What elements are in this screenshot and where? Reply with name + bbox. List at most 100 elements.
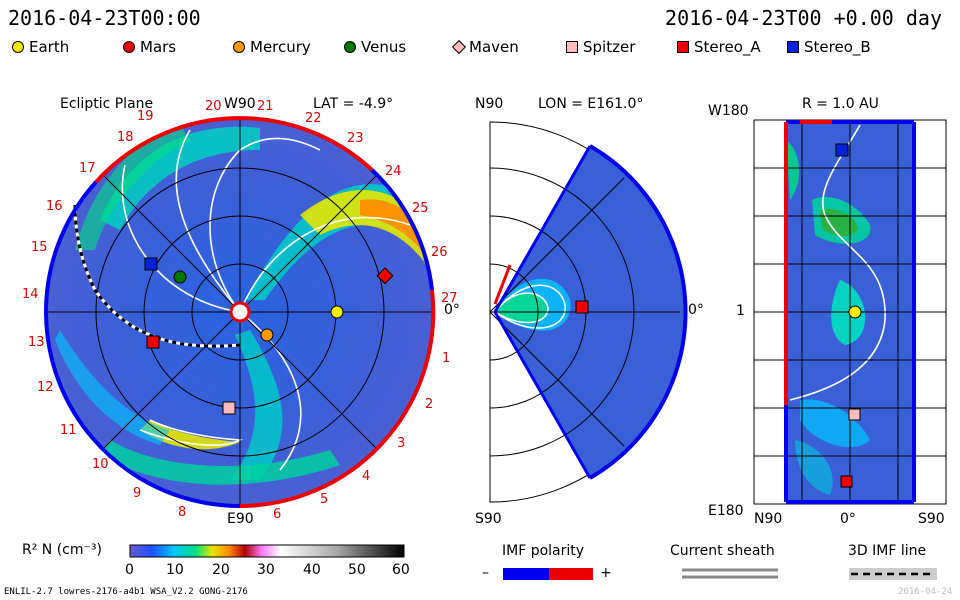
ecliptic-bottom-label: E90 xyxy=(227,511,254,527)
cylindrical-top-left-label: W180 xyxy=(708,103,749,119)
spitzer-marker-icon xyxy=(566,41,578,53)
current-sheath-label: Current sheath xyxy=(670,543,775,559)
svg-text:11: 11 xyxy=(60,423,77,438)
imf-polarity-label: IMF polarity xyxy=(502,543,585,559)
meridional-right-label: 0° xyxy=(688,302,704,318)
legend-item-spitzer: Spitzer xyxy=(566,38,635,56)
colorbar-tick-60: 60 xyxy=(392,562,410,578)
svg-text:15: 15 xyxy=(31,240,48,255)
cylindrical-bottom-left-label: E180 xyxy=(708,503,744,519)
svg-text:26: 26 xyxy=(431,245,448,260)
footer-right: 2016-04-24 xyxy=(898,587,953,597)
spitzer-marker-cyl xyxy=(848,408,861,421)
cylindrical-bottom-label-n90: N90 xyxy=(754,511,783,527)
sun-marker xyxy=(229,301,251,323)
svg-text:13: 13 xyxy=(28,335,45,350)
imf-negative-bar xyxy=(503,568,549,580)
svg-text:19: 19 xyxy=(137,109,154,124)
cylindrical-panel xyxy=(753,119,947,505)
meridional-bottom-label: S90 xyxy=(475,511,502,527)
meridional-panel xyxy=(489,121,688,503)
legend-item-maven: Maven xyxy=(451,38,519,56)
stereo-a-marker-icon xyxy=(677,41,689,53)
svg-text:22: 22 xyxy=(305,111,322,126)
venus-marker-icon xyxy=(344,41,356,53)
svg-text:2: 2 xyxy=(425,397,433,412)
ecliptic-density-field xyxy=(55,125,432,485)
legend-label: Maven xyxy=(469,38,519,56)
svg-text:9: 9 xyxy=(133,486,141,501)
ecliptic-right-label: 0° xyxy=(444,302,460,318)
meridional-density-field xyxy=(495,278,571,331)
colorbar-tick-20: 20 xyxy=(212,562,230,578)
colorbar-tick-0: 0 xyxy=(125,562,134,578)
cylindrical-mid-left-label: 1 xyxy=(736,303,745,319)
ecliptic-lat-label: LAT = -4.9° xyxy=(313,96,394,112)
stereo-b-marker xyxy=(144,257,158,271)
legend-label: Stereo_B xyxy=(804,38,871,56)
svg-text:3: 3 xyxy=(397,436,405,451)
svg-text:27: 27 xyxy=(441,291,458,306)
legend-label: Mercury xyxy=(250,38,311,56)
stereo-b-marker-icon xyxy=(787,41,799,53)
imf-line-label: 3D IMF line xyxy=(848,543,927,559)
venus-marker xyxy=(173,270,187,284)
colorbar-label: R² N (cm⁻³) xyxy=(22,542,102,558)
svg-text:25: 25 xyxy=(412,201,429,216)
svg-text:6: 6 xyxy=(273,507,281,522)
stereo-a-marker xyxy=(146,335,160,349)
svg-text:10: 10 xyxy=(92,457,109,472)
earth-marker-cyl xyxy=(848,305,862,319)
legend-item-stereo-b: Stereo_B xyxy=(787,38,871,56)
legend-item-mercury: Mercury xyxy=(233,38,311,56)
datetime-right: 2016-04-23T00 +0.00 day xyxy=(665,6,942,30)
ecliptic-polarity-rim xyxy=(44,116,436,508)
mars-marker-icon xyxy=(123,41,135,53)
imf-positive-bar xyxy=(549,568,593,580)
cylindrical-imf-line xyxy=(789,124,886,401)
earth-marker-icon xyxy=(12,41,24,53)
current-sheath-line xyxy=(73,204,241,348)
colorbar-tick-30: 30 xyxy=(257,562,275,578)
earth-marker xyxy=(330,305,344,319)
legend-item-earth: Earth xyxy=(12,38,69,56)
svg-text:20: 20 xyxy=(205,99,222,114)
legend-label: Earth xyxy=(29,38,70,56)
colorbar-tick-50: 50 xyxy=(348,562,366,578)
svg-text:23: 23 xyxy=(347,131,364,146)
imf-polarity-minus: – xyxy=(482,565,489,581)
svg-text:14: 14 xyxy=(22,287,39,302)
spitzer-marker xyxy=(222,401,236,415)
maven-marker xyxy=(376,267,394,285)
mercury-marker-icon xyxy=(233,41,245,53)
legend-label: Stereo_A xyxy=(694,38,761,56)
legend-label: Mars xyxy=(140,38,177,56)
ecliptic-top-label: W90 xyxy=(224,96,256,112)
stereo-b-marker-cyl xyxy=(835,143,849,157)
footer-left: ENLIL-2.7 lowres-2176-a4b1 WSA_V2.2 GONG… xyxy=(4,587,248,597)
cylindrical-bottom-label-zero: 0° xyxy=(840,511,856,527)
imf-polarity-plus: + xyxy=(600,565,612,581)
legend-label: Spitzer xyxy=(583,38,636,56)
svg-text:17: 17 xyxy=(79,161,96,176)
svg-text:16: 16 xyxy=(46,199,63,214)
stereo-a-marker-meridional xyxy=(575,300,589,314)
svg-text:4: 4 xyxy=(362,469,370,484)
svg-text:12: 12 xyxy=(37,380,54,395)
colorbar-tick-10: 10 xyxy=(166,562,184,578)
datetime-left: 2016-04-23T00:00 xyxy=(8,6,201,30)
cylindrical-title: R = 1.0 AU xyxy=(802,96,879,112)
mercury-marker xyxy=(260,328,274,342)
colorbar-tick-40: 40 xyxy=(303,562,321,578)
svg-text:24: 24 xyxy=(385,164,402,179)
legend-item-venus: Venus xyxy=(344,38,406,56)
legend-label: Venus xyxy=(361,38,407,56)
meridional-top-label: N90 xyxy=(475,96,504,112)
svg-text:21: 21 xyxy=(257,99,274,114)
meridional-polarity-rim xyxy=(588,144,688,480)
ecliptic-title: Ecliptic Plane xyxy=(60,96,154,112)
stereo-a-marker-cyl xyxy=(840,475,853,488)
